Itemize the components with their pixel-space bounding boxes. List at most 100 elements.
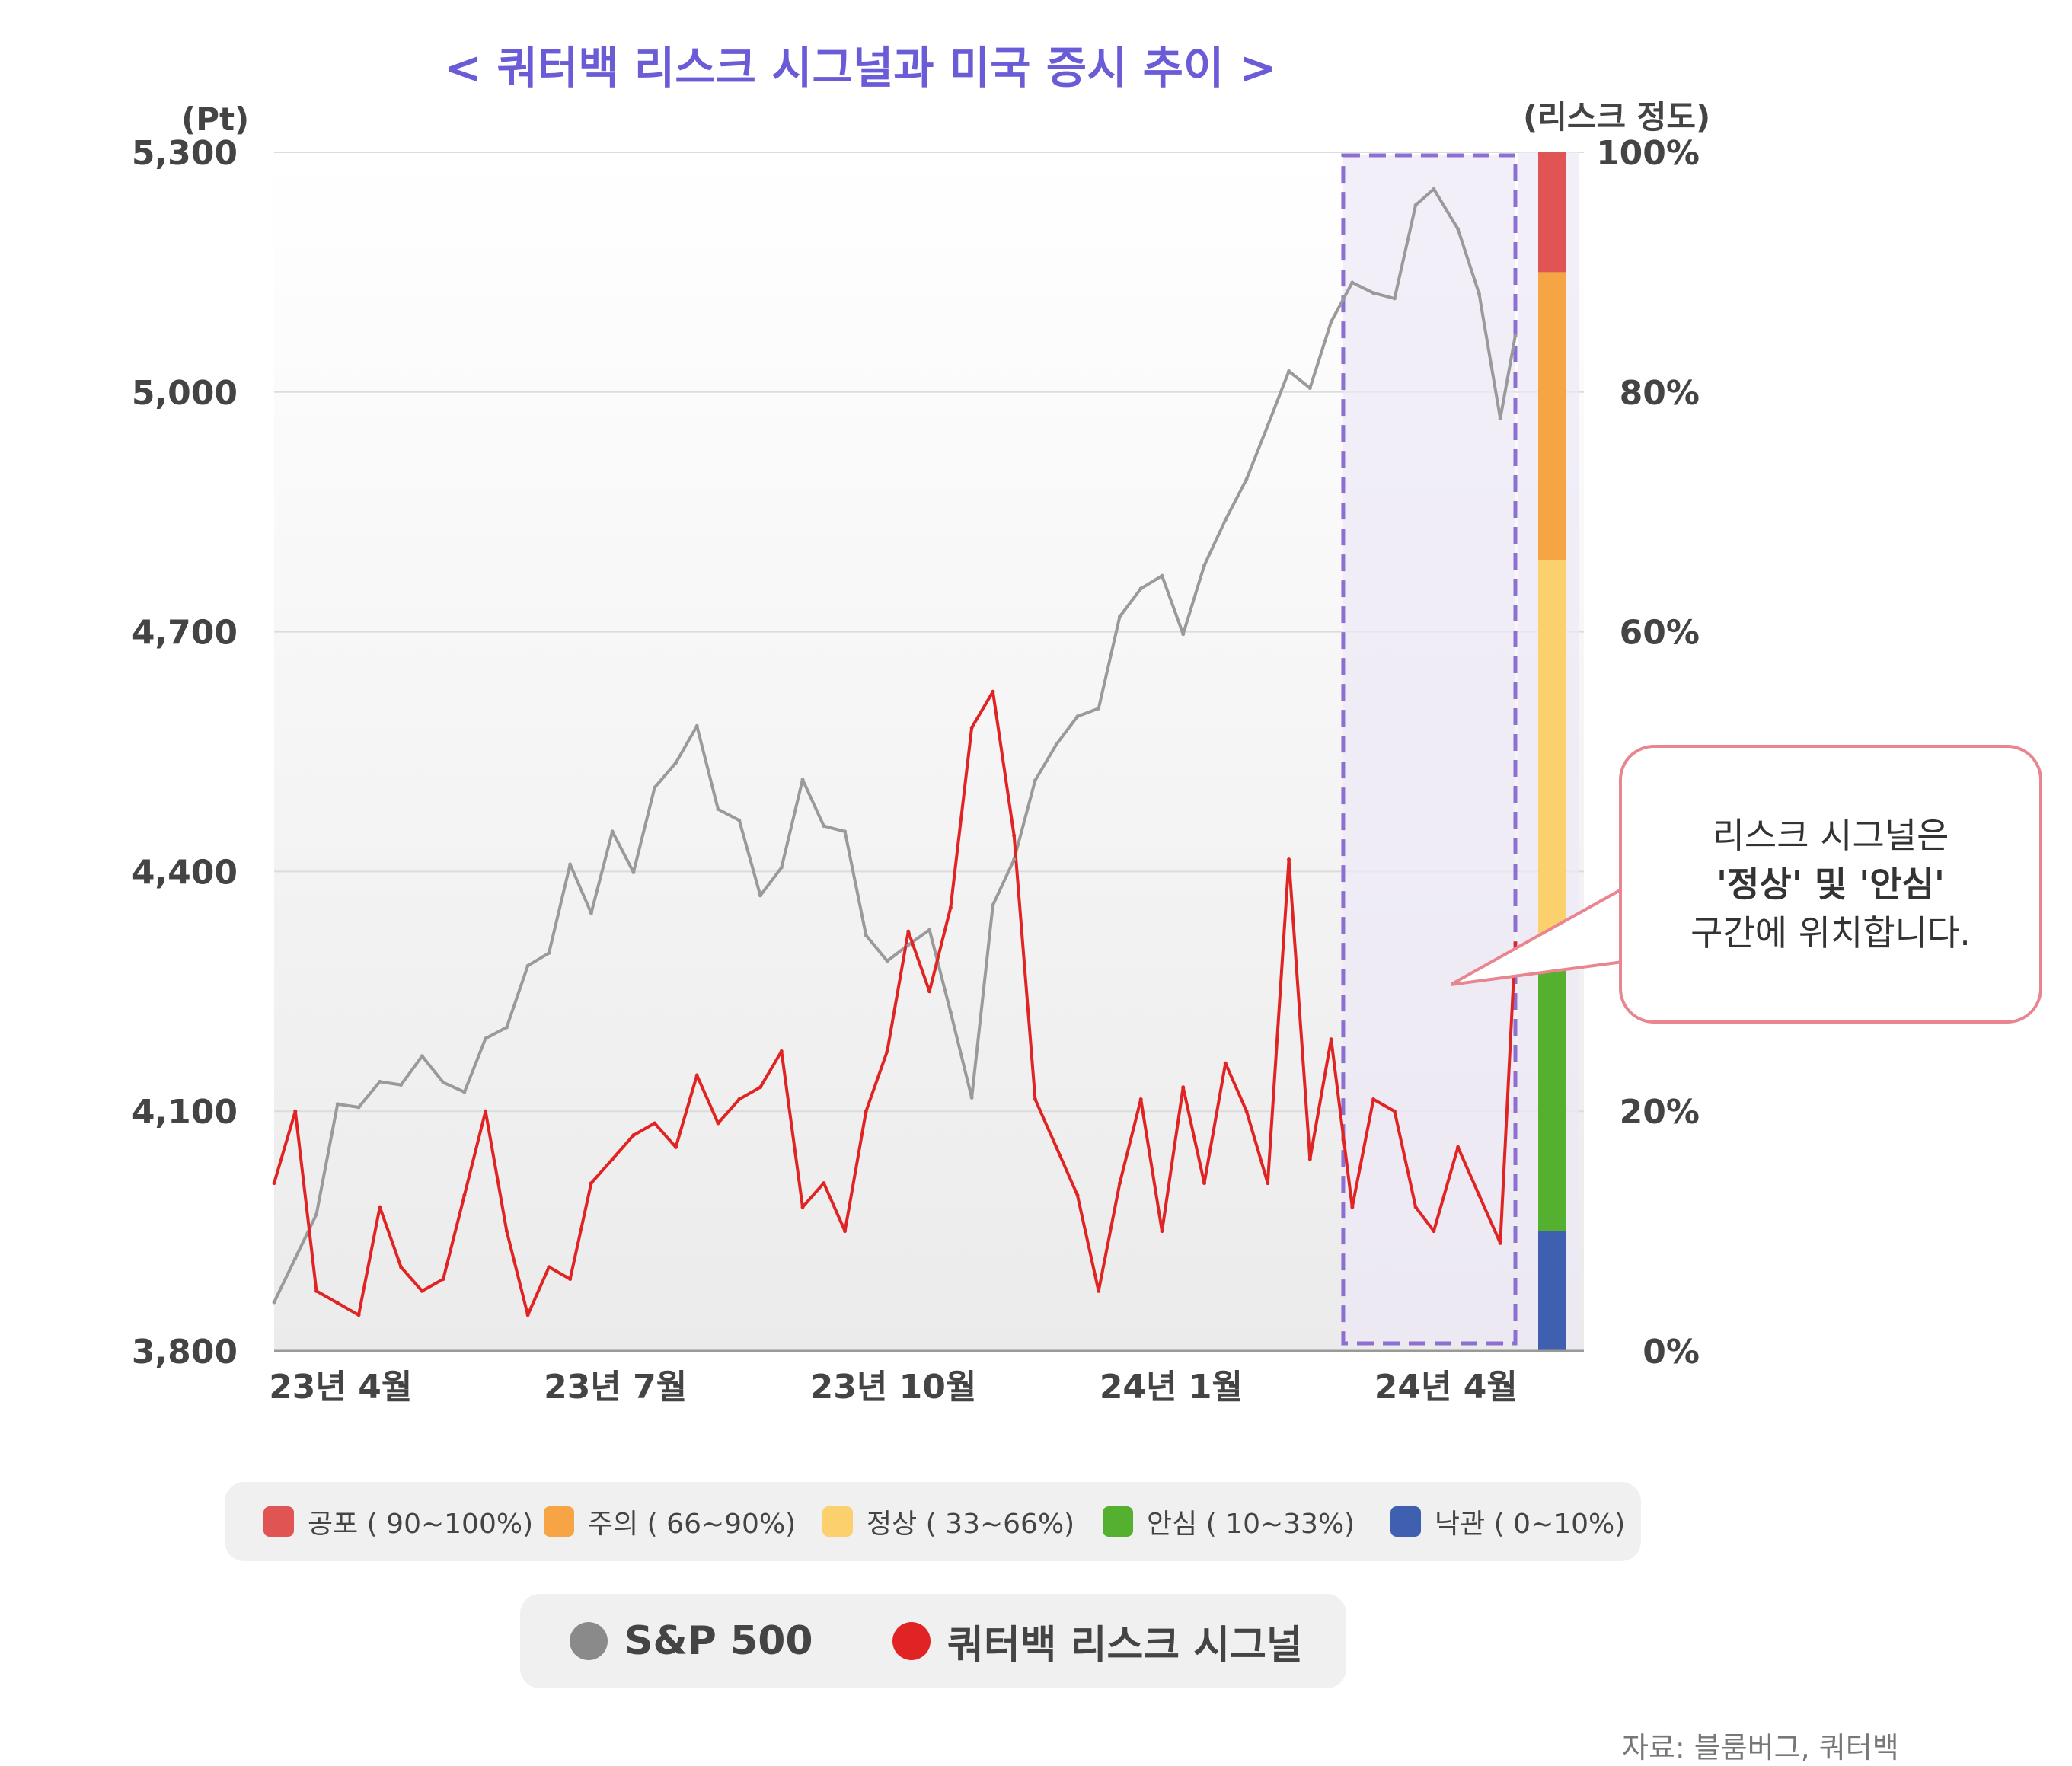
risk-signal-point [991,689,995,694]
sp500-point [1097,706,1101,711]
x-tick-label: 23년 10월 [810,1368,977,1407]
legend-label-caution: 주의 ( 66~90%) [588,1509,797,1540]
series-legend-risk: 쿼터백 리스크 시그널 [892,1614,1303,1669]
sp500-point [504,1025,509,1030]
sp500-point [1054,742,1058,747]
risk-signal-point [843,1229,848,1234]
sp500-point [1181,632,1186,637]
sp500-point [800,778,805,782]
sp500-point [1392,296,1397,301]
x-tick-label: 24년 4월 [1374,1368,1518,1407]
risk-signal-point [969,726,974,730]
legend-swatch-relief [1103,1506,1133,1537]
risk-signal-point [314,1289,319,1293]
sp500-point [1012,857,1017,862]
sp500-point [1456,227,1461,232]
risk-signal-point [610,1157,615,1161]
risk-signal-point [1117,1181,1122,1186]
sp500-point [525,963,530,968]
sp500-point [737,818,742,822]
y-tick-label: 4,700 [132,614,238,653]
y2-tick-label: 0% [1643,1333,1700,1372]
sp500-point [1350,280,1355,285]
risk-signal-point [1054,1145,1058,1149]
series-dot-sp500 [570,1622,608,1660]
risk-signal-line [273,690,1517,1317]
sp500-point [1432,187,1436,191]
risk-signal-point [547,1265,551,1269]
sp500-point [378,1079,382,1084]
sp500-point [1287,369,1291,374]
sp500-point [484,1036,488,1041]
risk-signal-point [1413,1205,1418,1209]
legend-swatch-fear [263,1506,294,1537]
risk-signal-point [716,1121,720,1126]
x-tick-label: 24년 1월 [1100,1368,1243,1407]
x-tick-label: 23년 4월 [269,1368,412,1407]
risk-signal-point [1160,1229,1164,1234]
y2-tick-label: 100% [1596,134,1700,173]
legend-item-normal: 정상 ( 33~66%) [822,1505,1074,1540]
risk-signal-point [906,929,911,934]
risk-signal-point [1075,1193,1080,1197]
risk-signal-point [1223,1061,1228,1065]
callout-text: 리스크 시그널은 '정상' 및 '안심' 구간에 위치합니다. [1633,811,2029,957]
y2-tick-label: 20% [1620,1093,1700,1132]
risk-signal-point [694,1073,699,1078]
x-axis-ticks: 23년 4월 23년 7월 23년 10월 24년 1월 24년 4월 [269,1368,1518,1407]
risk-signal-point [272,1181,276,1186]
callout-line-1: 리스크 시그널은 [1712,815,1949,856]
risk-signal-point [525,1313,530,1317]
risk-signal-point [1350,1205,1355,1209]
sp500-point [653,785,657,790]
sp500-point [1202,564,1207,568]
sp500-point [1266,423,1270,428]
sp500-point [822,824,826,829]
y-tick-label: 4,100 [132,1093,238,1132]
legend-item-relief: 안심 ( 10~33%) [1103,1505,1355,1540]
y-tick-label: 3,800 [132,1333,238,1372]
risk-signal-point [1456,1145,1461,1149]
sp500-point [568,862,573,867]
risk-signal-point [1266,1181,1270,1186]
sp500-point [399,1083,404,1087]
risk-signal-point [462,1193,467,1197]
risk-signal-point [1033,1097,1037,1101]
risk-signal-point [927,989,932,994]
sp500-point [547,950,551,955]
sp500-point [1477,292,1481,296]
risk-signal-point [800,1205,805,1209]
risk-bands [1538,152,1566,1351]
risk-signal-point [356,1313,361,1317]
sp500-point [1160,573,1164,578]
risk-signal-point [653,1121,657,1126]
risk-signal-point [420,1289,424,1293]
risk-signal-point [673,1145,678,1149]
sp500-point [1413,203,1418,207]
legend-label-relief: 안심 ( 10~33%) [1147,1509,1355,1540]
sp500-point [420,1054,424,1059]
sp500-point [631,870,636,874]
highlight-box [1341,153,1518,1346]
legend-label-fear: 공포 ( 90~100%) [308,1509,534,1540]
sp500-point [864,933,868,937]
sp500-point [272,1300,276,1305]
sp500-point [1033,778,1037,783]
y2-tick-label: 60% [1620,614,1700,653]
sp500-point [969,1095,974,1100]
risk-signal-point [1138,1097,1143,1101]
y2-axis-unit: (리스크 정도) [1523,98,1711,136]
sp500-point [673,761,678,765]
risk-signal-point [1097,1289,1101,1293]
y-tick-label: 5,000 [132,374,238,413]
sp500-point [927,928,932,932]
x-tick-label: 23년 7월 [544,1368,687,1407]
y-tick-label: 5,300 [132,134,238,173]
sp500-point [1244,477,1249,481]
sp500-line [273,187,1517,1303]
source-note: 자료: 블룸버그, 쿼터백 [1622,1731,1899,1764]
risk-signal-point [399,1265,404,1269]
sp500-point [1075,714,1080,719]
risk-signal-point [631,1133,636,1138]
